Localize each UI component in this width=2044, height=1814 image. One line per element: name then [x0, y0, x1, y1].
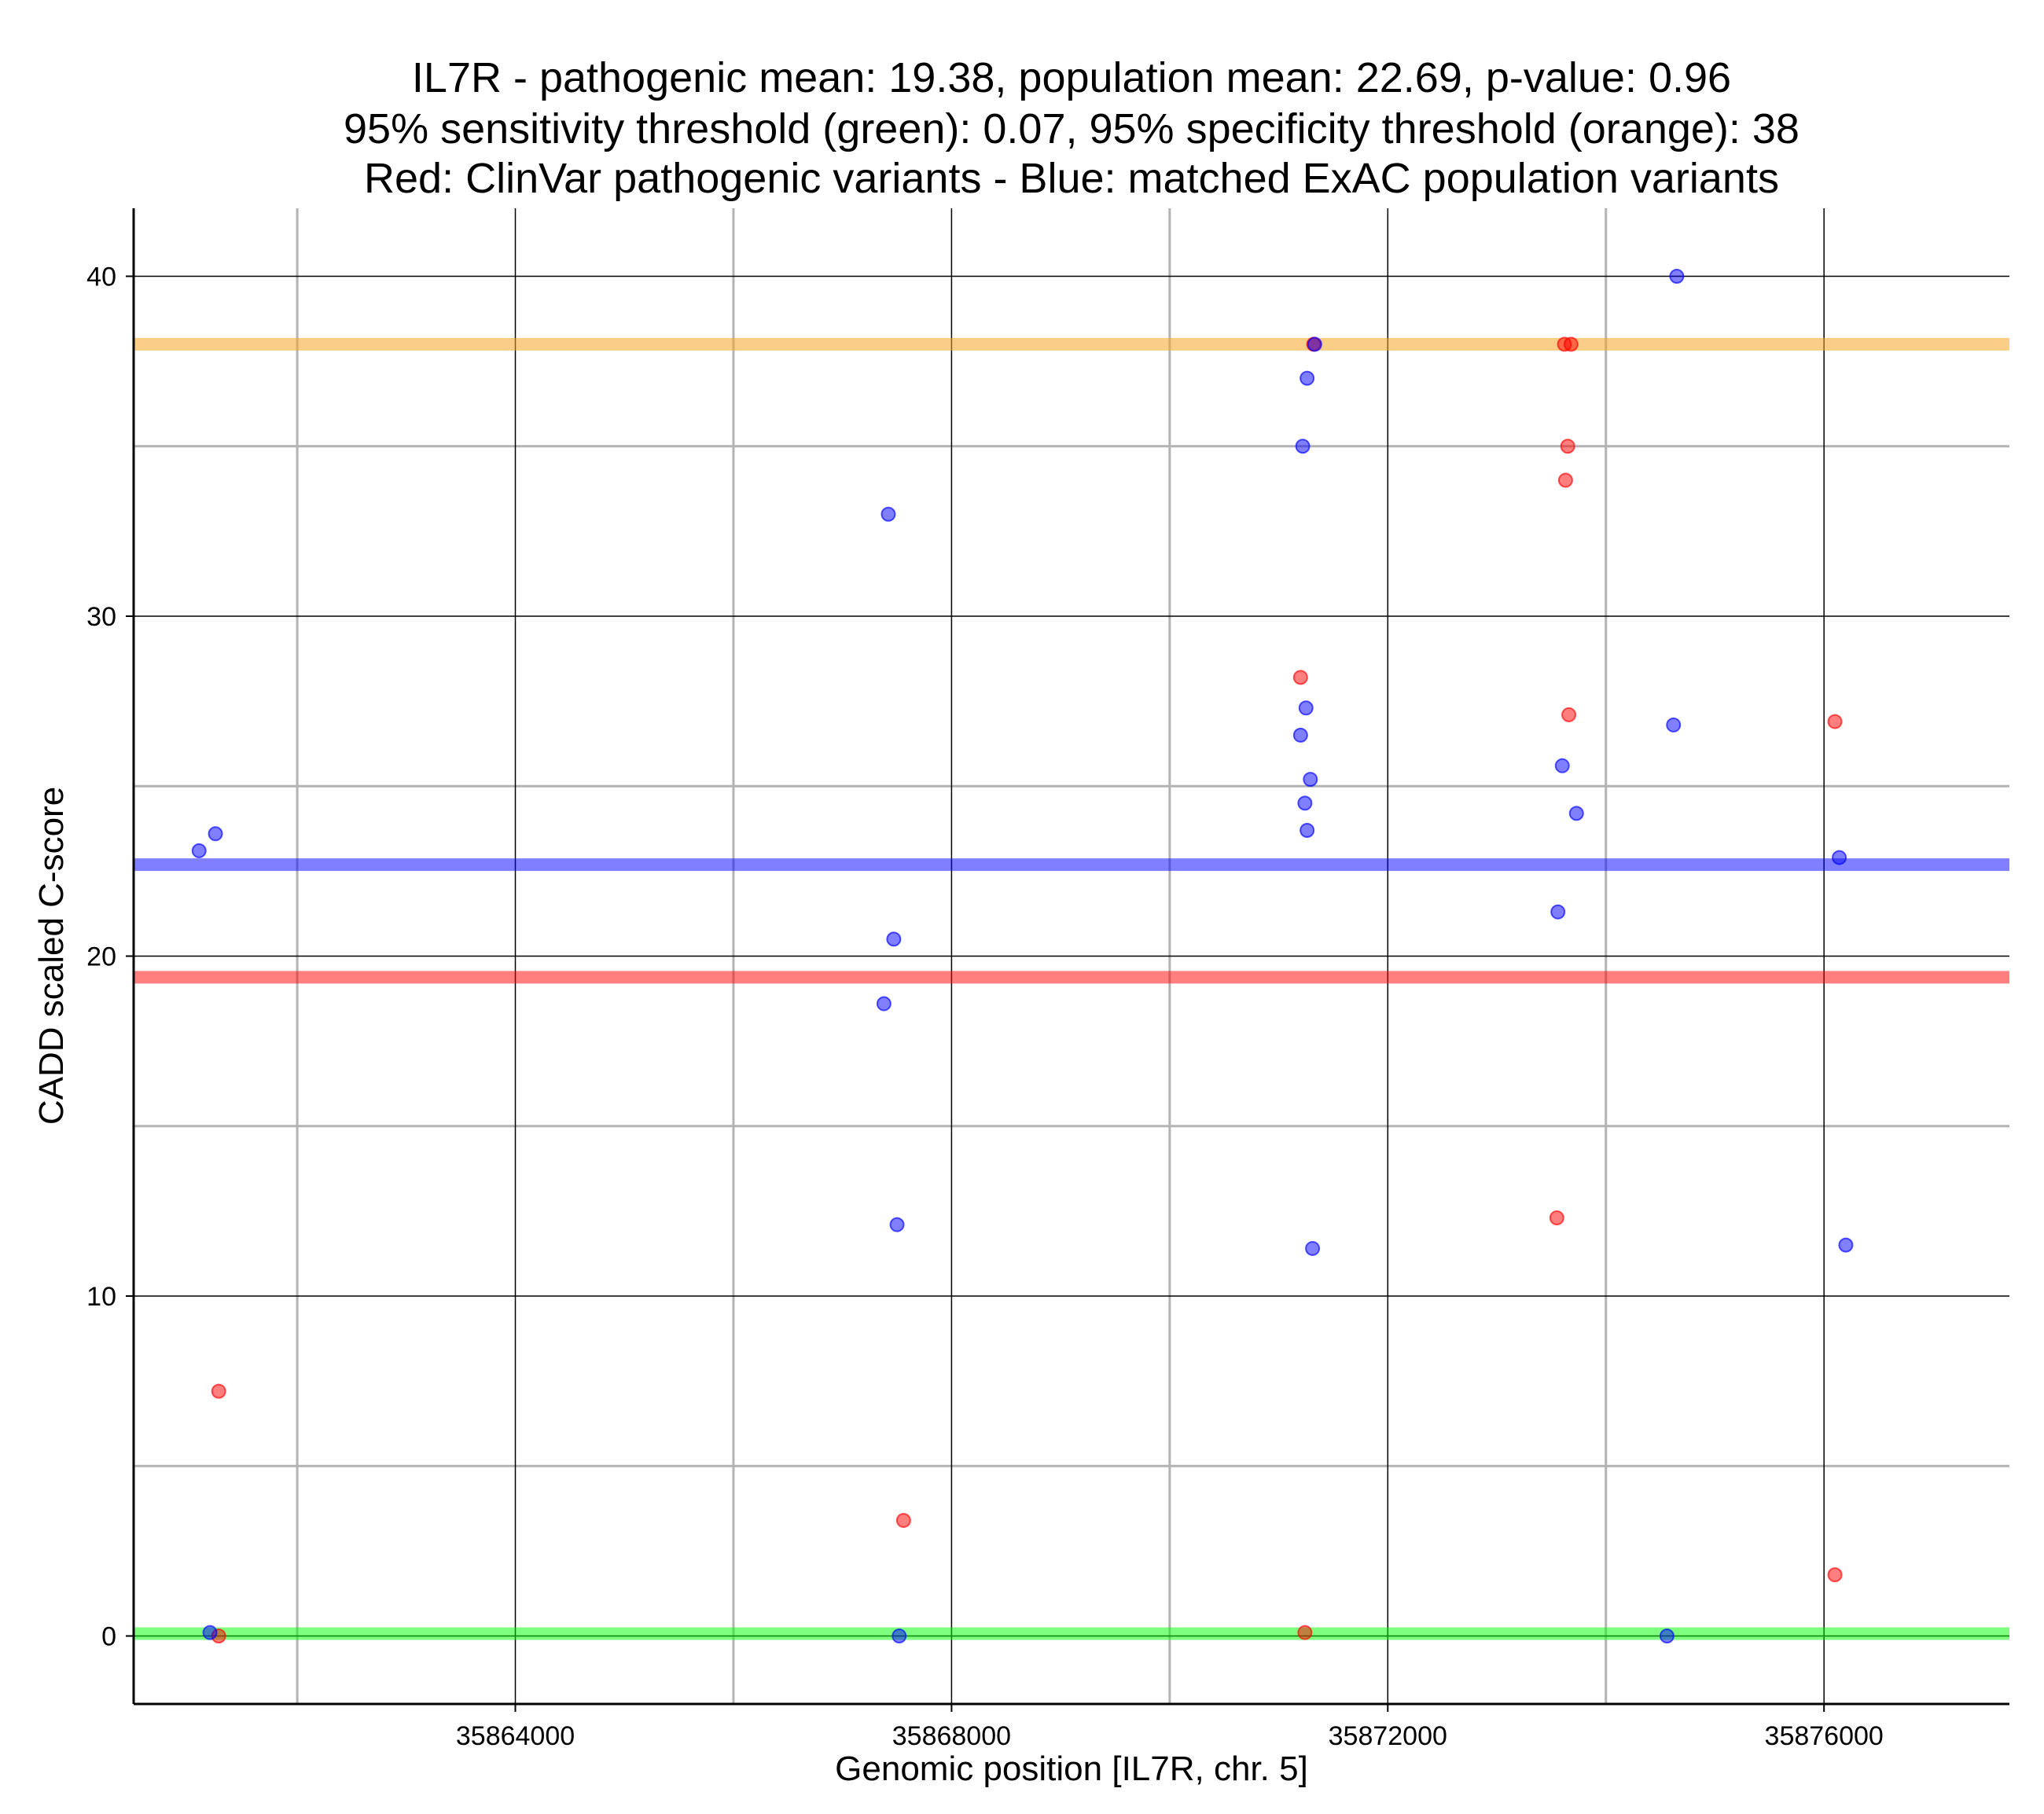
population-point: [1568, 806, 1584, 821]
x-axis-label: Genomic position [IL7R, chr. 5]: [835, 1750, 1308, 1788]
population-point: [1307, 336, 1322, 352]
y-tick-label: 30: [86, 602, 116, 632]
y-tick-label: 40: [86, 263, 116, 292]
population-point: [876, 996, 891, 1012]
y-axis-label: CADD scaled C-score: [32, 787, 71, 1125]
x-tick-label: 35864000: [456, 1721, 575, 1751]
pathogenic-point: [1827, 714, 1843, 729]
population-point: [208, 826, 223, 842]
pathogenic-point: [895, 1512, 911, 1528]
y-tick-label: 20: [86, 942, 116, 972]
x-tick-label: 35876000: [1765, 1721, 1884, 1751]
pathogenic-point: [1549, 1210, 1564, 1226]
chart-title: IL7R - pathogenic mean: 19.38, populatio…: [344, 54, 1800, 202]
population-point: [202, 1625, 218, 1640]
pathogenic-point: [1561, 707, 1577, 722]
population-point: [1659, 1629, 1675, 1643]
pathogenic-point: [1560, 439, 1575, 454]
population-point: [1292, 727, 1308, 743]
population-point: [1298, 700, 1314, 716]
population-point: [1666, 717, 1682, 733]
pathogenic-point: [1827, 1567, 1843, 1583]
pathogenic-point: [1297, 1625, 1313, 1640]
population-point: [886, 931, 902, 947]
title-line-1: IL7R - pathogenic mean: 19.38, populatio…: [412, 54, 1731, 101]
y-tick-label: 0: [101, 1622, 116, 1652]
population-point: [1832, 850, 1847, 865]
population-point: [891, 1629, 907, 1643]
data-points: [191, 269, 1854, 1643]
population-point: [1554, 758, 1570, 773]
population-point: [880, 506, 896, 522]
population-point: [191, 843, 207, 858]
population-point: [1300, 822, 1315, 838]
pathogenic-point: [1292, 670, 1308, 685]
population-point: [1303, 772, 1318, 788]
population-point: [1838, 1237, 1854, 1253]
pathogenic-point: [211, 1383, 226, 1399]
title-line-3: Red: ClinVar pathogenic variants - Blue:…: [364, 155, 1779, 202]
population-point: [1295, 439, 1311, 454]
population-point: [1297, 795, 1313, 811]
population-point: [1300, 370, 1315, 386]
tick-labels: 35864000 35868000 35872000 35876000 0 10 20 30 4…: [86, 263, 1884, 1752]
y-tick-label: 10: [86, 1282, 116, 1312]
pathogenic-point: [1557, 472, 1573, 488]
title-line-2: 95% sensitivity threshold (green): 0.07,…: [344, 105, 1800, 152]
population-point: [889, 1217, 905, 1232]
x-tick-label: 35868000: [892, 1721, 1011, 1751]
pathogenic-point: [1563, 336, 1579, 352]
grid-lines: [134, 208, 2009, 1704]
population-point: [1669, 269, 1685, 284]
population-point: [1550, 904, 1566, 920]
reference-lines: [134, 338, 2009, 1640]
population-point: [1305, 1240, 1321, 1256]
x-tick-label: 35872000: [1329, 1721, 1447, 1751]
